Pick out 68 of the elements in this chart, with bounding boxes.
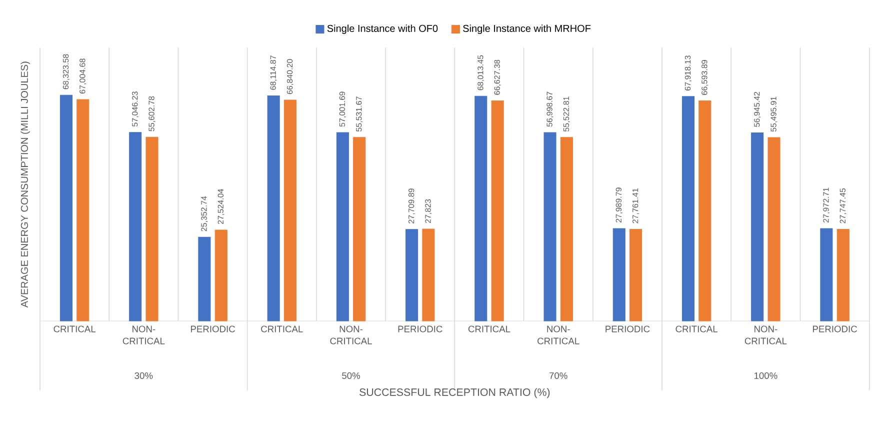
x-tick-label: PERIODIC [606, 326, 650, 332]
x-tick-label: PERIODIC [191, 326, 235, 332]
data-label: 57,001.69 [339, 92, 346, 127]
bar [129, 132, 142, 322]
x-tick-label: NON-CRITICAL [330, 326, 372, 344]
bar [682, 96, 694, 322]
data-label: 67,918.13 [684, 56, 692, 90]
x-tick-label: CRITICAL [261, 326, 303, 332]
x-tick-label: NON-CRITICAL [122, 326, 165, 344]
bar [612, 228, 626, 322]
data-label: 55,495.91 [770, 96, 778, 132]
x-tick-label: CRITICAL [54, 326, 96, 332]
y-axis-title: AVERAGE ENERGY CONSUMPTION (MILLI JOULES) [20, 62, 30, 308]
bar [820, 228, 833, 322]
bar [76, 99, 90, 322]
data-label: 66,840.20 [286, 59, 294, 94]
data-label: 56,998.67 [546, 92, 554, 127]
bar [198, 236, 211, 322]
x-tick-label: PERIODIC [813, 326, 857, 332]
data-label: 68,013.45 [478, 55, 484, 90]
data-label: 27,823 [425, 199, 432, 224]
legend-label: Single Instance with MRHOF [463, 24, 591, 34]
data-label: 55,602.78 [148, 96, 156, 132]
text: 70% [549, 372, 568, 379]
data-label: 27,972.71 [823, 188, 830, 223]
bar [146, 136, 158, 322]
bar [768, 137, 780, 322]
bar [544, 132, 556, 322]
text: 30% [134, 372, 153, 379]
data-label: 27,747.45 [840, 188, 846, 224]
bar [698, 100, 712, 322]
data-label: 66,627.38 [494, 60, 501, 95]
bar [474, 96, 488, 322]
data-label: 27,989.79 [616, 188, 622, 222]
bar [422, 228, 435, 322]
x-tick-label: NON-CRITICAL [538, 326, 580, 344]
x-tick-label: PERIODIC [398, 326, 442, 332]
data-label: 68,323.58 [62, 54, 70, 90]
bar [60, 94, 72, 322]
text: 50% [342, 372, 360, 379]
legend-label: Single Instance with OF0 [327, 24, 438, 34]
bar [406, 229, 418, 322]
bar [491, 100, 504, 322]
x-tick-label: NON-CRITICAL [744, 326, 787, 344]
data-label: 57,046.23 [132, 92, 139, 126]
bar [836, 228, 850, 322]
data-label: 55,522.81 [563, 96, 570, 132]
text: 100% [754, 372, 778, 379]
bar [214, 230, 228, 322]
bar [353, 137, 366, 322]
bar [630, 228, 642, 322]
data-label: 68,114.87 [270, 56, 277, 90]
bar [336, 132, 349, 322]
data-label: 27,761.41 [632, 188, 640, 224]
data-label: 27,524.04 [218, 189, 224, 224]
data-label: 25,352.74 [201, 196, 208, 232]
bar [751, 132, 764, 322]
data-label: 55,531.67 [356, 96, 363, 132]
x-tick-label: CRITICAL [468, 326, 510, 332]
data-label: 27,709.89 [408, 188, 416, 224]
x-axis-title: SUCCESSFUL RECEPTION RATIO (%) [360, 388, 550, 398]
data-label: 66,593.89 [702, 60, 708, 95]
bar [560, 137, 573, 322]
bar [267, 96, 280, 322]
x-tick-label: CRITICAL [676, 326, 718, 332]
data-label: 56,945.42 [754, 92, 761, 127]
bar [284, 100, 296, 322]
data-label: 67,004.68 [80, 58, 86, 94]
